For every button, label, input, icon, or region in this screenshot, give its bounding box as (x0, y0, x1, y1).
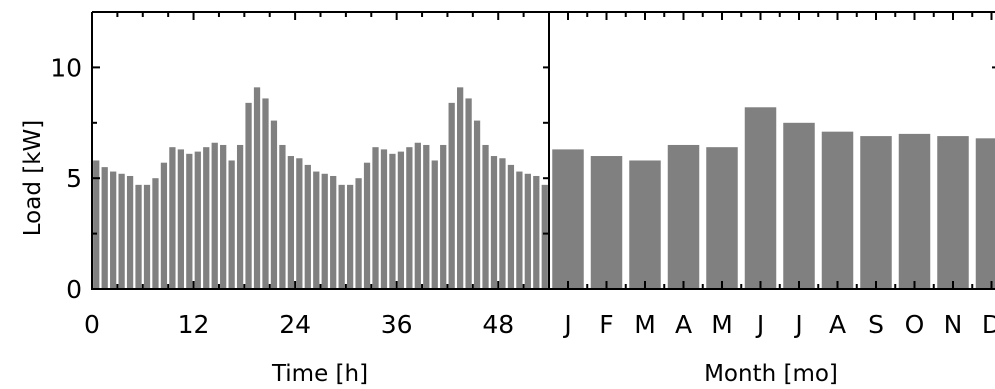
hourly-bar (93, 160, 100, 289)
hourly-bar (499, 158, 506, 289)
x-tick-label-month: F (599, 310, 613, 339)
hourly-bar (194, 151, 201, 289)
x-tick-label-hour: 12 (178, 310, 210, 339)
monthly-bar (744, 107, 777, 289)
hourly-bar (389, 153, 396, 289)
x-tick-label-hour: 36 (381, 310, 413, 339)
y-tick-label: 0 (66, 275, 82, 304)
hourly-bar (296, 158, 303, 289)
monthly-bar (975, 138, 995, 289)
monthly-bar (783, 122, 815, 289)
hourly-bar (507, 164, 515, 289)
x-tick-label-month: M (634, 310, 656, 339)
x-axis-title-time: Time [h] (271, 361, 368, 387)
x-tick-label-month: S (868, 310, 884, 339)
hourly-bar (253, 87, 261, 289)
hourly-bar (143, 184, 151, 289)
hourly-bar (101, 167, 108, 289)
monthly-bar (821, 131, 854, 289)
hourly-bar (126, 175, 134, 289)
x-tick-label-hour: 48 (482, 310, 514, 339)
x-tick-label-month: O (905, 310, 925, 339)
hourly-bar (313, 171, 320, 289)
hourly-bar (380, 149, 388, 289)
monthly-bar (860, 136, 892, 289)
hourly-bar (287, 156, 295, 289)
monthly-bar (629, 160, 661, 289)
hourly-bar (110, 171, 117, 289)
monthly-bar (898, 133, 931, 289)
x-axis-title-month: Month [mo] (704, 361, 838, 387)
hourly-bar (220, 144, 227, 289)
hourly-bar (431, 160, 438, 289)
hourly-bar (490, 156, 498, 289)
hourly-bar (245, 102, 252, 289)
y-tick-label: 5 (66, 164, 82, 193)
hourly-bar (397, 151, 405, 289)
hourly-bar (177, 149, 184, 289)
hourly-bar (414, 142, 421, 289)
hourly-bar (211, 142, 218, 289)
hourly-bar (330, 175, 337, 289)
hourly-bar (304, 164, 311, 289)
hourly-bar (363, 162, 371, 289)
hourly-bar (169, 147, 176, 289)
monthly-bar (590, 156, 623, 289)
x-tick-label-month: D (982, 310, 995, 339)
hourly-bar (355, 178, 362, 289)
hourly-bar (541, 184, 548, 289)
hourly-bar (423, 144, 430, 289)
hourly-bar (457, 87, 464, 289)
hourly-bar (135, 184, 142, 289)
hourly-load-panel: 0 5 10 0 12 24 36 48 (50, 11, 550, 339)
monthly-plot-frame (549, 11, 995, 290)
hourly-bar (262, 98, 269, 289)
hourly-bar (406, 147, 413, 289)
hourly-bar (516, 171, 523, 289)
y-axis-title: Load [kW] (20, 120, 46, 237)
hourly-plot-frame (91, 11, 550, 290)
monthly-bar (706, 147, 738, 289)
hourly-bar (372, 147, 379, 289)
hourly-bar (118, 173, 125, 289)
hourly-bar (160, 162, 168, 289)
hourly-bar (482, 144, 489, 289)
x-tick-label-hour: 0 (84, 310, 100, 339)
hourly-bar (465, 98, 472, 289)
hourly-bar (279, 144, 286, 289)
x-tick-label-month: M (711, 310, 733, 339)
hourly-bar (186, 153, 193, 289)
x-tick-label-month: N (944, 310, 963, 339)
hourly-bar (533, 175, 540, 289)
monthly-bar (937, 136, 969, 289)
hourly-bar (338, 184, 345, 289)
hourly-bar (228, 160, 235, 289)
monthly-bar (552, 149, 584, 289)
hourly-bar (270, 120, 278, 289)
x-tick-label-month: J (562, 310, 571, 339)
hourly-bar (203, 147, 210, 289)
x-tick-label-hour: 24 (279, 310, 311, 339)
hourly-bar (346, 184, 354, 289)
hourly-bar (152, 178, 159, 289)
hourly-bar (321, 173, 328, 289)
hourly-bar (448, 102, 455, 289)
x-tick-label-month: J (793, 310, 802, 339)
monthly-bar (667, 144, 700, 289)
x-tick-label-month: A (675, 310, 692, 339)
y-tick-label: 10 (50, 53, 82, 82)
hourly-bar (524, 173, 531, 289)
x-tick-label-month: A (829, 310, 846, 339)
hourly-bar (236, 144, 244, 289)
x-tick-label-month: J (755, 310, 764, 339)
hourly-bar (473, 120, 481, 289)
hourly-bar (440, 144, 447, 289)
